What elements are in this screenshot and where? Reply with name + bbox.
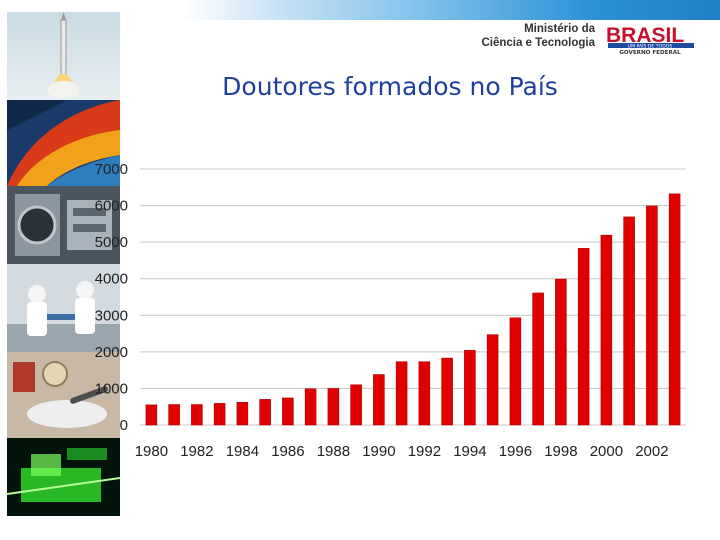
slide-title: Doutores formados no País (222, 72, 558, 101)
x-tick-label: 1984 (226, 443, 259, 460)
x-tick-label: 1980 (135, 443, 168, 460)
x-tick-label: 1992 (408, 443, 441, 460)
bar-1990 (373, 374, 385, 426)
bar-1999 (577, 248, 590, 426)
bar-1988 (327, 388, 340, 426)
bar-1983 (213, 403, 226, 426)
photo-lab-samples (7, 352, 120, 438)
x-tick-label: 1998 (544, 443, 577, 460)
x-tick-label: 1994 (453, 443, 486, 460)
y-tick-label: 7000 (95, 161, 128, 178)
x-tick-label: 1988 (317, 443, 350, 460)
bar-1987 (304, 388, 317, 426)
bar-1986 (282, 397, 294, 426)
bar-chart: 0 1000 2000 3000 4000 5000 6000 7000 1980 1982 19… (95, 161, 686, 460)
bar-1984 (236, 402, 249, 426)
ministry-line-1: Ministério da (524, 23, 595, 35)
header-gradient-bar (183, 0, 720, 20)
logo-word: BRASIL (606, 24, 684, 47)
bar-1991 (395, 361, 408, 426)
photo-macaw-feathers (7, 100, 120, 186)
brasil-government-logo: BRASIL UM PAÍS DE TODOS GOVERNO FEDERAL (604, 22, 696, 56)
ministry-line-2: Ciência e Tecnologia (481, 37, 595, 49)
bar-2003 (668, 193, 681, 426)
bar-1996 (509, 317, 522, 426)
bar-1997 (532, 292, 544, 426)
logo-stripe (608, 43, 694, 48)
y-tick-label: 2000 (95, 344, 128, 361)
y-tick-label: 6000 (95, 198, 128, 215)
photo-rocket-launch (7, 12, 120, 100)
photo-lab-machinery (7, 186, 120, 264)
bar-2002 (646, 205, 658, 426)
x-tick-label: 1990 (362, 443, 395, 460)
bar-1985 (259, 399, 271, 426)
bar-1995 (486, 334, 499, 426)
bar-1989 (350, 384, 362, 426)
x-tick-label: 2002 (635, 443, 668, 460)
y-tick-label: 1000 (95, 380, 128, 397)
x-tick-label: 2000 (590, 443, 623, 460)
bar-1982 (191, 404, 203, 426)
bar-1980 (145, 404, 158, 426)
x-tick-label: 1986 (271, 443, 304, 460)
bar-1998 (555, 278, 567, 426)
bar-2000 (600, 234, 613, 426)
y-tick-label: 5000 (95, 234, 128, 251)
photo-green-laser-device (7, 438, 120, 516)
bar-1993 (441, 357, 453, 426)
y-tick-label: 0 (120, 417, 128, 434)
y-tick-label: 3000 (95, 307, 128, 324)
logo-tagline: UM PAÍS DE TODOS (628, 42, 673, 49)
photo-lab-technicians (7, 264, 120, 352)
bar-2001 (623, 216, 635, 426)
x-tick-label: 1996 (499, 443, 532, 460)
bar-1981 (168, 404, 180, 426)
bar-1992 (418, 361, 431, 426)
bar-1994 (464, 350, 476, 426)
logo-government: GOVERNO FEDERAL (619, 50, 681, 56)
ministry-name: Ministério da Ciência e Tecnologia (478, 22, 595, 50)
x-tick-label: 1982 (180, 443, 213, 460)
y-tick-label: 4000 (95, 271, 128, 288)
sidebar-photo-strip (7, 12, 120, 516)
